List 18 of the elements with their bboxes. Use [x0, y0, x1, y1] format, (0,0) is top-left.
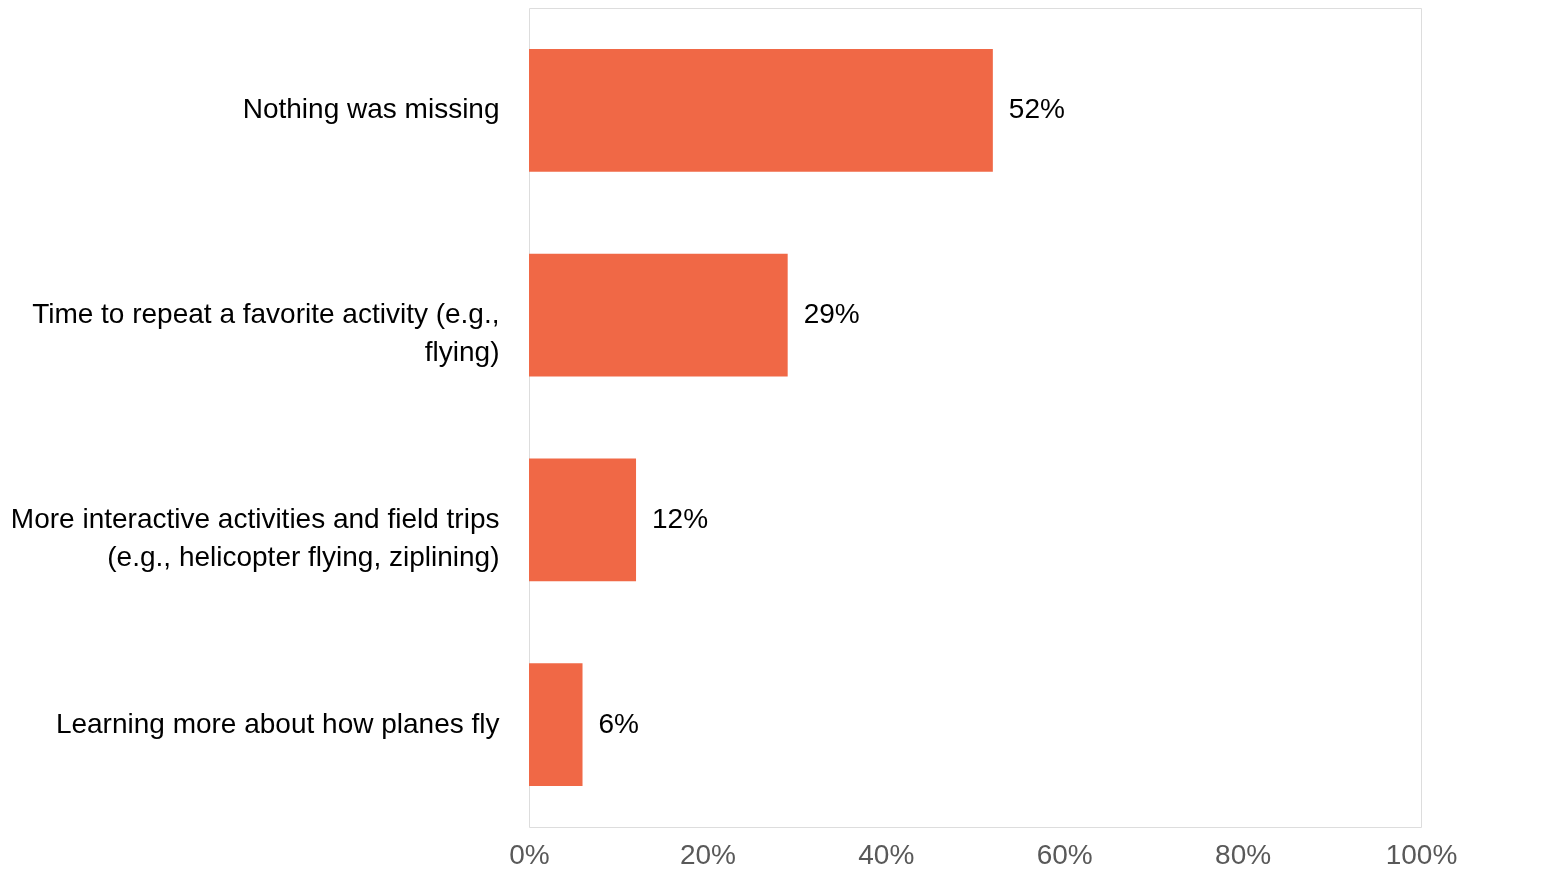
- x-tick-label: 60%: [1036, 838, 1093, 870]
- bar: [529, 48, 993, 172]
- y-tick-label: Learning more about how planes fly: [55, 707, 500, 739]
- x-tick-label: 40%: [858, 838, 915, 870]
- y-tick-label: Nothing was missing: [242, 93, 500, 125]
- data-label: 52%: [1008, 93, 1065, 125]
- bar: [529, 663, 583, 787]
- bar: [529, 253, 788, 377]
- y-tick-label: More interactive activities and field trips (e.g., helicopter flying, ziplining): [10, 502, 500, 572]
- data-label: 12%: [652, 502, 709, 534]
- x-tick-label: 100%: [1385, 838, 1458, 870]
- x-tick-label: 0%: [509, 838, 550, 870]
- x-tick-label: 80%: [1215, 838, 1272, 870]
- y-tick-label: Time to repeat a favorite activity (e.g., flying): [32, 298, 500, 368]
- data-label: 6%: [598, 707, 639, 739]
- bar: [529, 458, 637, 582]
- data-label: 29%: [803, 298, 860, 330]
- x-tick-label: 20%: [679, 838, 736, 870]
